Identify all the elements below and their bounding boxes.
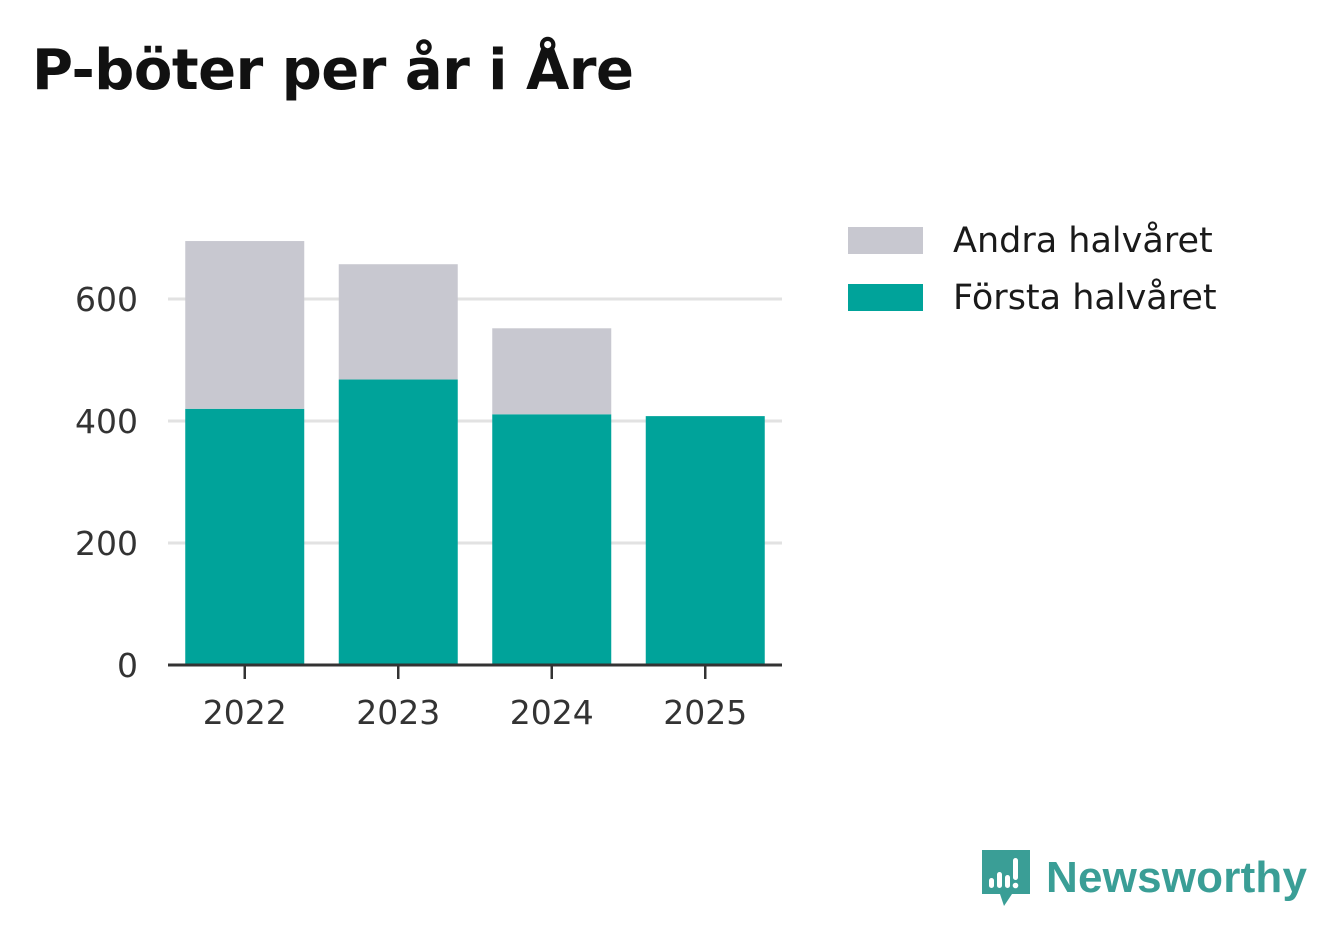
legend: Andra halvåret Första halvåret <box>848 212 1217 326</box>
chart-title: P-böter per år i Åre <box>32 38 634 103</box>
legend-item-andra-halvaret: Andra halvåret <box>848 212 1217 269</box>
bar-first-half-2024 <box>492 414 612 665</box>
bars <box>185 241 765 665</box>
axes: 0 200 400 600 2022 2023 2024 2025 <box>75 280 782 732</box>
y-tick-label: 0 <box>117 646 138 685</box>
y-tick-label: 400 <box>75 402 138 441</box>
newsworthy-logo-icon <box>982 850 1030 906</box>
bar-second-half-2022 <box>185 241 305 409</box>
y-tick-label: 200 <box>75 524 138 563</box>
y-tick-label: 600 <box>75 280 138 319</box>
x-tick-label-2025: 2025 <box>663 693 747 732</box>
x-tick-label-2022: 2022 <box>203 693 287 732</box>
brand-name: Newsworthy <box>1046 853 1308 902</box>
bar-first-half-2025 <box>645 416 765 665</box>
bar-second-half-2023 <box>338 264 458 380</box>
x-tick-label-2024: 2024 <box>510 693 594 732</box>
brand-logo: Newsworthy <box>980 848 1307 908</box>
bar-first-half-2022 <box>185 408 305 665</box>
legend-swatch-second-half <box>848 227 923 254</box>
legend-swatch-first-half <box>848 284 923 311</box>
legend-label: Första halvåret <box>953 277 1217 318</box>
bar-second-half-2024 <box>492 328 612 415</box>
legend-label: Andra halvåret <box>953 220 1213 261</box>
bar-first-half-2023 <box>338 379 458 665</box>
legend-item-forsta-halvaret: Första halvåret <box>848 269 1217 326</box>
x-tick-label-2023: 2023 <box>356 693 440 732</box>
